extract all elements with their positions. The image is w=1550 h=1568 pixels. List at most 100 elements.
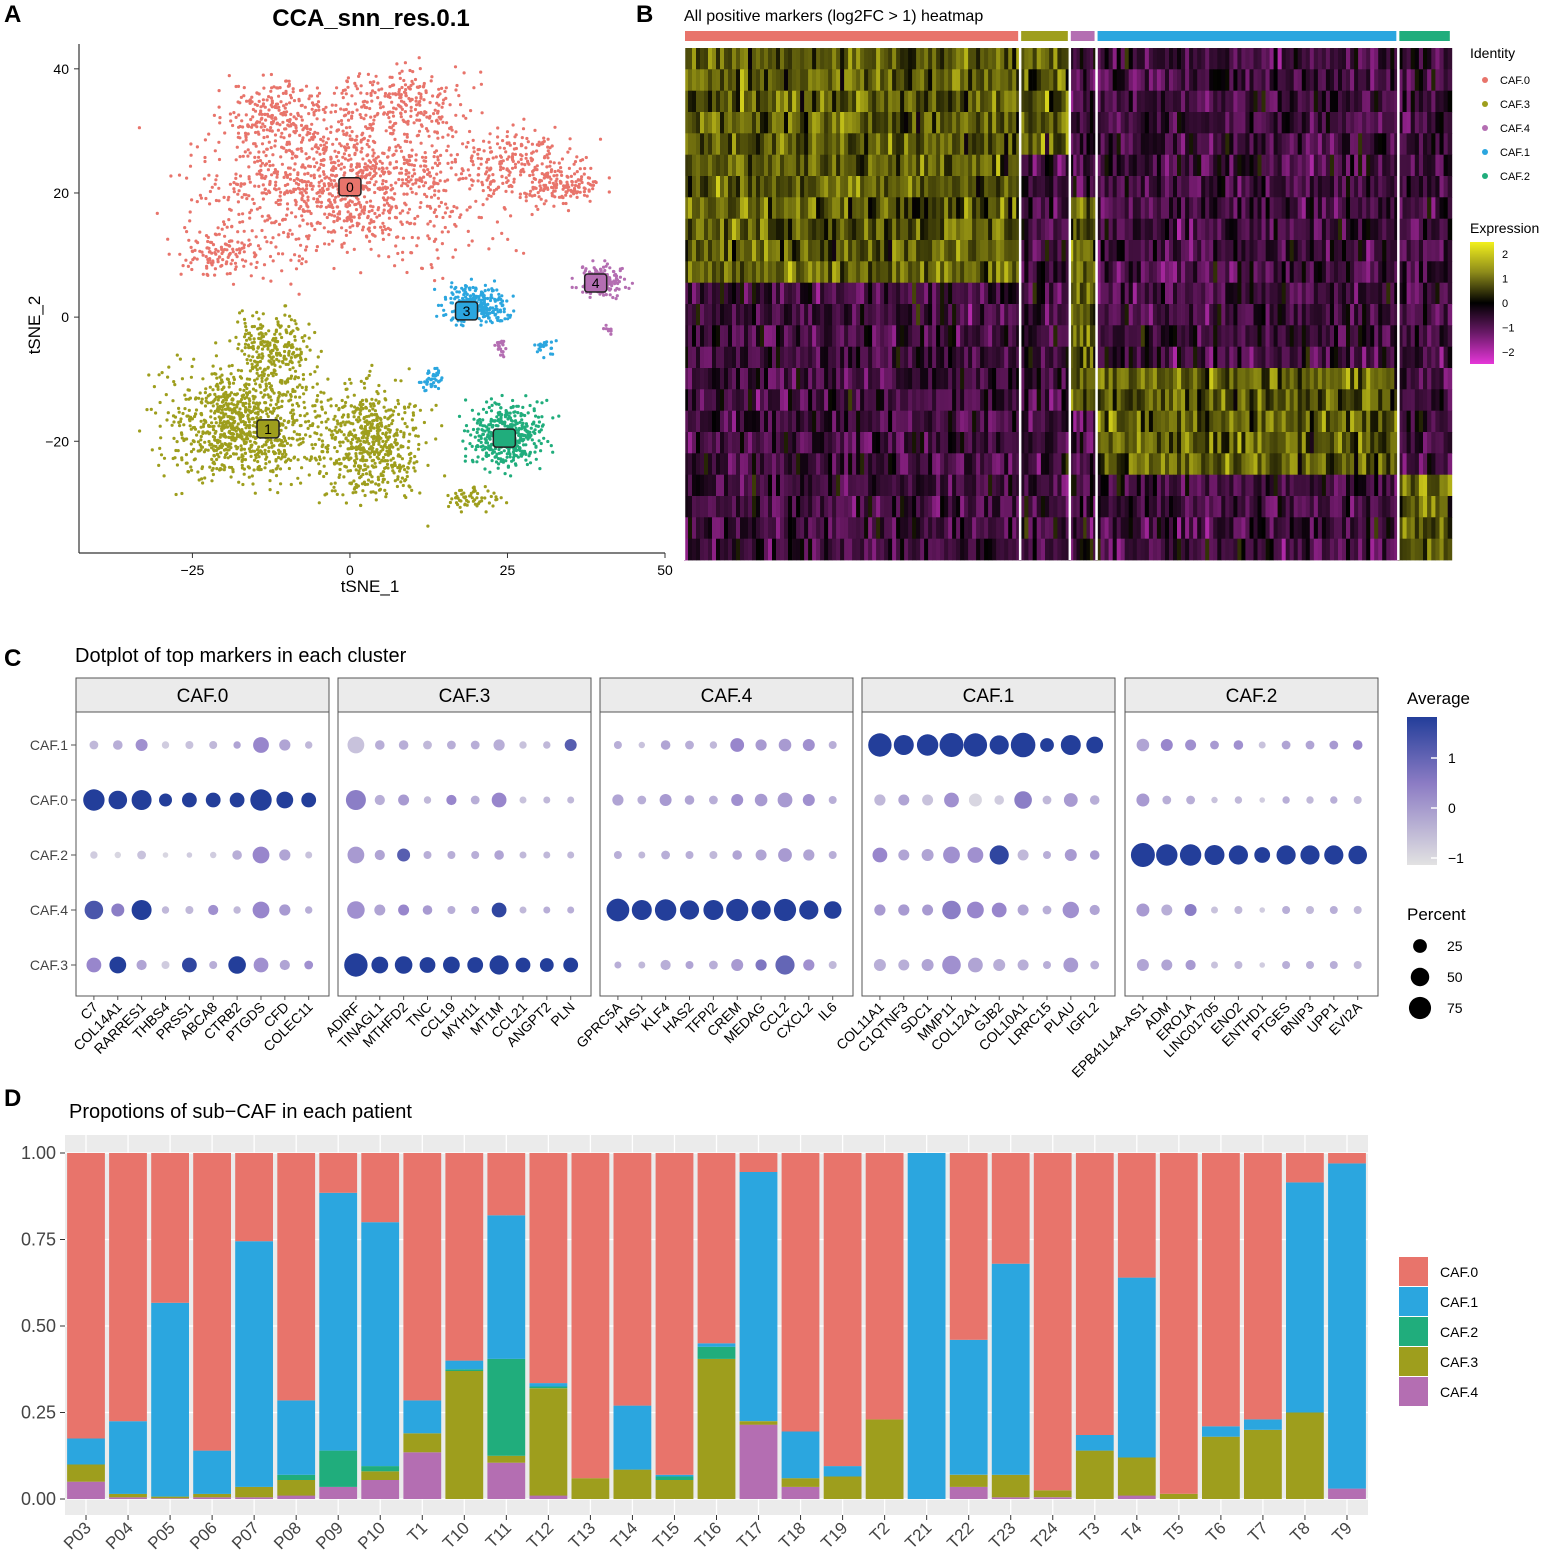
tsne-point [393, 405, 398, 409]
heatmap-cell [832, 48, 837, 70]
tsne-point [409, 105, 413, 109]
tsne-point [539, 449, 543, 453]
tsne-point [423, 192, 427, 196]
tsne-point [335, 184, 339, 188]
tsne-point [203, 440, 207, 444]
tsne-point [263, 187, 267, 191]
tsne-point [243, 321, 247, 325]
tsne-point [277, 323, 281, 327]
tsne-point [346, 469, 350, 473]
tsne-point [357, 464, 362, 468]
tsne-point [459, 213, 463, 217]
tsne-point [330, 489, 334, 493]
heatmap-title: All positive markers (log2FC > 1) heatma… [684, 8, 983, 25]
tsne-cluster-label: 1 [264, 421, 272, 437]
tsne-point [366, 478, 371, 482]
tsne-point [483, 289, 487, 293]
tsne-point [337, 457, 341, 461]
tsne-point [237, 113, 241, 117]
tsne-point [307, 112, 311, 116]
tsne-point [364, 167, 368, 172]
tsne-point [244, 437, 248, 441]
tsne-point [311, 446, 315, 450]
tsne-point [363, 431, 367, 435]
heatmap-cell [768, 69, 773, 91]
tsne-point [343, 88, 347, 92]
tsne-point [513, 462, 518, 466]
tsne-point [443, 474, 447, 478]
tsne-point [365, 100, 369, 104]
tsne-point [495, 341, 500, 345]
heatmap-cell [852, 69, 857, 91]
tsne-point [362, 416, 366, 421]
tsne-point [477, 215, 481, 219]
tsne-point [243, 182, 247, 186]
heatmap-cell [760, 69, 765, 91]
tsne-point [479, 216, 483, 220]
tsne-point [322, 474, 326, 479]
tsne-point [196, 440, 200, 444]
tsne-point [331, 142, 335, 146]
tsne-point [607, 190, 611, 194]
tsne-point [383, 488, 387, 492]
tsne-point [300, 165, 304, 169]
tsne-point [406, 465, 410, 470]
tsne-point [221, 444, 225, 448]
tsne-point [384, 190, 388, 194]
tsne-point [378, 421, 382, 425]
tsne-point [268, 488, 272, 492]
tsne-point [505, 501, 509, 505]
tsne-point [236, 368, 240, 372]
tsne-point [249, 262, 253, 266]
tsne-point [399, 480, 403, 484]
tsne-point [346, 102, 350, 106]
tsne-point [479, 82, 483, 86]
tsne-point [271, 338, 275, 342]
heatmap-cell [936, 69, 941, 91]
tsne-point [480, 496, 484, 500]
tsne-point [440, 105, 444, 109]
tsne-point [404, 172, 408, 176]
tsne-point [241, 414, 245, 418]
tsne-point [253, 378, 257, 382]
tsne-point [279, 416, 283, 420]
tsne-point [489, 167, 493, 171]
tsne-point [236, 457, 241, 461]
tsne-point [289, 112, 293, 116]
tsne-point [438, 92, 442, 96]
tsne-point [343, 171, 347, 175]
tsne-point [530, 438, 534, 442]
tsne-point [285, 441, 289, 446]
tsne-point [501, 166, 505, 170]
tsne-point [255, 452, 260, 456]
tsne-point [241, 140, 245, 144]
tsne-point [304, 248, 308, 252]
tsne-point [299, 481, 303, 485]
tsne-point [232, 421, 236, 425]
tsne-point [329, 125, 333, 129]
tsne-point [348, 203, 352, 207]
heatmap-cell [772, 48, 777, 70]
tsne-point [399, 105, 403, 109]
tsne-point [403, 406, 407, 410]
tsne-point [424, 90, 428, 95]
tsne-point [410, 79, 414, 83]
tsne-point [441, 135, 445, 139]
tsne-point [204, 448, 208, 452]
tsne-point [241, 401, 245, 405]
tsne-point [476, 427, 480, 431]
tsne-point [546, 187, 550, 191]
tsne-point [366, 422, 370, 426]
tsne-point [383, 94, 387, 98]
tsne-point [237, 480, 241, 484]
tsne-point [579, 159, 583, 163]
tsne-point [538, 345, 543, 349]
tsne-point [614, 281, 618, 285]
heatmap-cell [936, 48, 941, 70]
tsne-point [213, 438, 217, 442]
tsne-point [247, 354, 251, 358]
tsne-point [528, 193, 532, 197]
tsne-point [199, 196, 203, 200]
tsne-point [327, 198, 331, 202]
tsne-point [598, 137, 603, 141]
